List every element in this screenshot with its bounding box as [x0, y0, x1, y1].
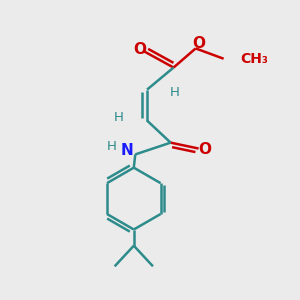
Text: O: O	[199, 142, 212, 158]
Text: H: H	[170, 86, 180, 99]
Text: O: O	[133, 41, 146, 56]
Text: CH₃: CH₃	[240, 52, 268, 66]
Text: O: O	[192, 37, 205, 52]
Text: H: H	[107, 140, 117, 153]
Text: H: H	[114, 111, 124, 124]
Text: N: N	[121, 143, 134, 158]
